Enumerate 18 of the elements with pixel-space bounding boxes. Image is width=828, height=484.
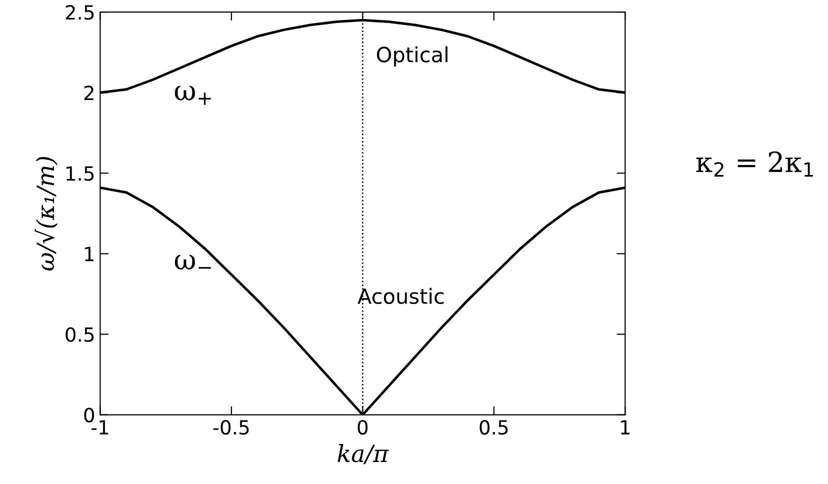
annotation: ω$_{−}$ xyxy=(174,254,211,270)
x-tick-label: 0.5 xyxy=(480,420,508,435)
annotation: Acoustic xyxy=(358,288,444,304)
x-tick-label: -1 xyxy=(91,420,108,434)
annotation: ω$_{+}$ xyxy=(174,86,211,105)
y-tick-label: 0 xyxy=(84,408,94,422)
y-tick-label: 2.5 xyxy=(66,5,94,20)
x-axis-title: ka/π xyxy=(338,444,389,464)
annotation: Optical xyxy=(376,46,448,66)
y-tick-label: 2 xyxy=(84,86,94,100)
y-axis-title: ω/√(κ₁/m) xyxy=(34,156,58,271)
x-tick-label: 0 xyxy=(358,420,368,435)
x-tick-label: -0.5 xyxy=(213,420,249,435)
y-tick-label: 1 xyxy=(85,246,94,262)
text: κ$_{2}$ = 2κ$_{1}$ xyxy=(696,151,813,177)
y-tick-label: 1.5 xyxy=(66,166,94,181)
x-tick-label: 1 xyxy=(621,420,630,434)
y-tick-label: 0.5 xyxy=(66,327,94,342)
